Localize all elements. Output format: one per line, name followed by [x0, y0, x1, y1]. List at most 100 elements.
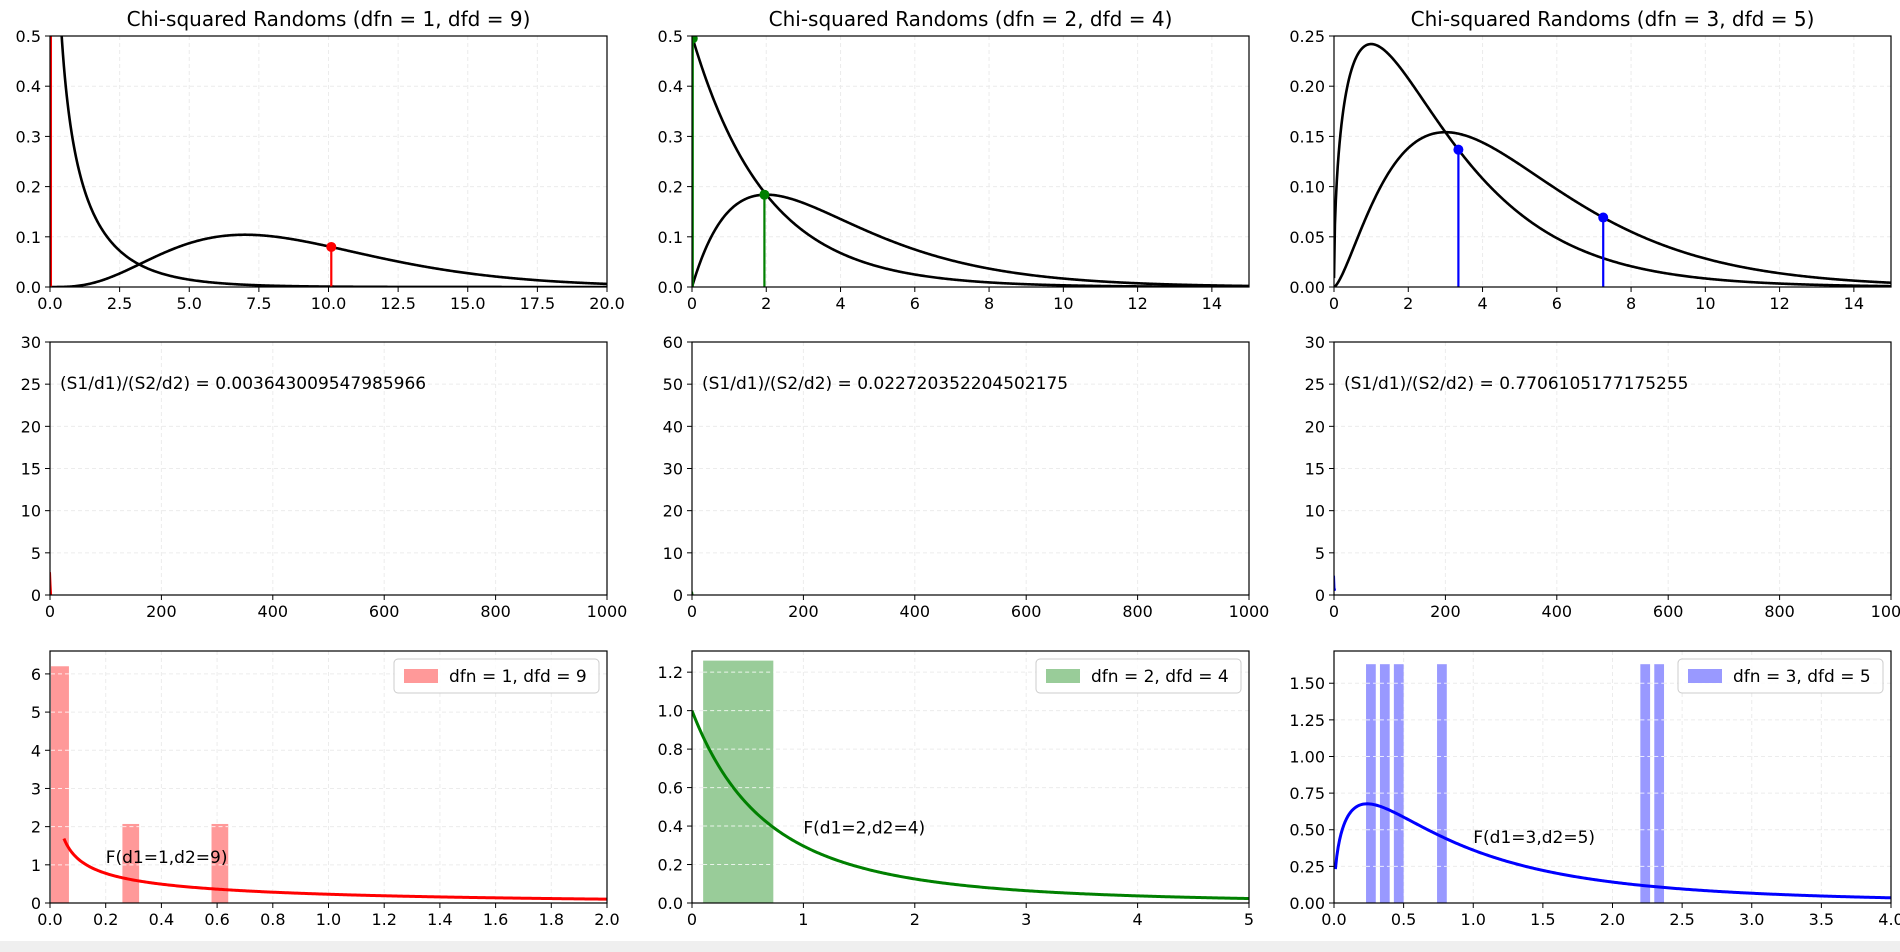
y-tick-label: 0.0 [658, 278, 683, 297]
y-tick-label: 0.1 [16, 228, 41, 247]
x-tick-label: 200 [788, 602, 819, 621]
x-tick-label: 800 [480, 602, 511, 621]
sample-marker [759, 189, 770, 200]
x-tick-label: 1000 [587, 602, 628, 621]
y-tick-label: 40 [663, 417, 683, 436]
x-tick-label: 0.8 [260, 910, 285, 929]
x-tick-label: 1000 [1871, 602, 1900, 621]
y-tick-label: 4 [31, 741, 41, 760]
x-tick-label: 0.4 [149, 910, 174, 929]
y-tick-label: 10 [663, 544, 683, 563]
x-tick-label: 0.0 [1321, 910, 1346, 929]
y-tick-label: 0 [673, 586, 683, 605]
x-tick-label: 3.5 [1809, 910, 1834, 929]
y-tick-label: 1 [31, 856, 41, 875]
y-tick-label: 1.25 [1289, 711, 1325, 730]
histogram-bar [1393, 664, 1404, 903]
y-tick-label: 60 [663, 333, 683, 352]
x-tick-label: 14 [1844, 294, 1864, 313]
panel-hist-2: 0 1 2 3 4 5 0.0 0.2 0.4 0.6 0.8 1.0 1.2 F(d1=2,d2=4) d… [658, 650, 1254, 929]
axes-frame [691, 35, 1250, 288]
y-tick-label: 1.00 [1289, 747, 1325, 766]
x-tick-label: 4 [1133, 910, 1143, 929]
y-tick-label: 0.2 [658, 856, 683, 875]
y-tick-label: 3 [31, 779, 41, 798]
y-tick-label: 5 [31, 544, 41, 563]
x-tick-label: 20.0 [589, 294, 625, 313]
y-tick-label: 0.8 [658, 740, 683, 759]
panel-hist-1: 0.0 0.2 0.4 0.6 0.8 1.0 1.2 1.4 1.6 1.8 2.0 0 1 2 3 4 5 6… [31, 650, 620, 929]
axes-frame [691, 650, 1250, 904]
y-tick-label: 0.4 [658, 77, 683, 96]
y-tick-label: 30 [21, 333, 41, 352]
y-tick-label: 0.75 [1289, 784, 1325, 803]
histogram-bar [703, 660, 774, 903]
y-tick-label: 0.4 [16, 77, 41, 96]
legend-label: dfn = 3, dfd = 5 [1733, 667, 1871, 687]
y-tick-label: 0.5 [16, 27, 41, 46]
x-tick-label: 4 [1477, 294, 1487, 313]
curve-label: F(d1=1,d2=9) [106, 848, 228, 868]
x-tick-label: 1.6 [483, 910, 508, 929]
pdf-curve-df3 [1334, 42, 1891, 287]
y-tick-label: 0.25 [1289, 857, 1325, 876]
y-tick-label: 6 [31, 665, 41, 684]
y-tick-label: 0 [31, 586, 41, 605]
x-tick-label: 5 [1244, 910, 1254, 929]
x-tick-label: 10 [1695, 294, 1715, 313]
ratio-annotation: (S1/d1)/(S2/d2) = 0.7706105177175255 [1344, 374, 1688, 394]
x-tick-label: 400 [258, 602, 289, 621]
histogram-bar [122, 823, 140, 903]
x-tick-label: 17.5 [520, 294, 556, 313]
y-tick-label: 0.2 [16, 178, 41, 197]
panel-hist-3: 0.0 0.5 1.0 1.5 2.0 2.5 3.0 3.5 4.0 0.00 0.25 0.50 0… [1289, 650, 1900, 929]
panel-pdf-1: 0.0 2.5 5.0 7.5 10.0 12.5 15.0 17.5 20.0 0.0 0.1 0.… [16, 7, 625, 313]
y-tick-label: 0.1 [658, 228, 683, 247]
plot-area [692, 36, 1249, 287]
x-tick-label: 2 [1403, 294, 1413, 313]
panel-pdf-2: 0 2 4 6 8 10 12 14 0.0 0.1 0.2 0.3 0.4 0.5 Chi-squared… [658, 7, 1250, 313]
y-tick-label: 15 [21, 460, 41, 479]
y-tick-label: 25 [21, 375, 41, 394]
y-tick-label: 0.5 [658, 27, 683, 46]
x-tick-label: 0 [687, 602, 697, 621]
x-tick-label: 15.0 [450, 294, 486, 313]
x-tick-label: 1.2 [371, 910, 396, 929]
y-tick-label: 5 [31, 703, 41, 722]
f-pdf-curve [1334, 802, 1891, 900]
x-tick-label: 600 [1011, 602, 1042, 621]
y-tick-label: 0.4 [658, 817, 683, 836]
legend-label: dfn = 2, dfd = 4 [1091, 667, 1229, 687]
histogram-bar [1654, 664, 1665, 903]
x-tick-label: 200 [146, 602, 177, 621]
x-tick-label: 0.2 [93, 910, 118, 929]
f-pdf-curve [692, 710, 1249, 901]
histogram-bar [1366, 664, 1376, 903]
plot-area [692, 660, 1249, 903]
y-tick-label: 10 [1305, 502, 1325, 521]
y-tick-label: 1.50 [1289, 674, 1325, 693]
x-tick-label: 1.5 [1530, 910, 1555, 929]
histogram-bar [1640, 664, 1651, 903]
x-tick-label: 3 [1021, 910, 1031, 929]
x-tick-label: 3.0 [1739, 910, 1764, 929]
legend-swatch [1688, 669, 1722, 683]
x-tick-label: 0 [687, 910, 697, 929]
plot-area [1334, 664, 1891, 903]
y-tick-label: 30 [1305, 333, 1325, 352]
x-tick-label: 0 [1329, 294, 1339, 313]
x-tick-label: 0.5 [1391, 910, 1416, 929]
y-tick-label: 0.25 [1289, 27, 1325, 46]
plot-area [51, 666, 607, 903]
x-tick-label: 2.5 [1669, 910, 1694, 929]
histogram-bar [211, 823, 229, 903]
x-tick-label: 14 [1202, 294, 1222, 313]
x-tick-label: 0.6 [204, 910, 229, 929]
sample-marker [1598, 212, 1609, 223]
legend-swatch [1046, 669, 1080, 683]
y-tick-label: 0.20 [1289, 77, 1325, 96]
legend-label: dfn = 1, dfd = 9 [449, 667, 587, 687]
x-tick-label: 0 [45, 602, 55, 621]
chart-title: Chi-squared Randoms (dfn = 2, dfd = 4) [769, 7, 1173, 31]
